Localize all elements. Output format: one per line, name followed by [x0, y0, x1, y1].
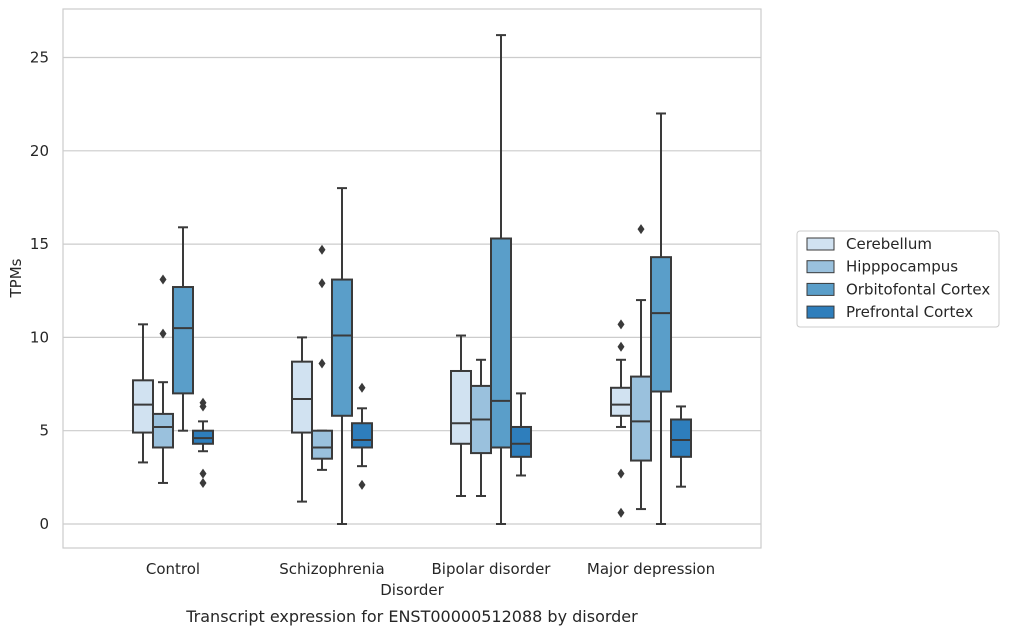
box-plot [132, 323, 154, 464]
iqr-box [490, 237, 512, 449]
legend-item: Cerebellum [806, 235, 932, 253]
iqr-box [152, 412, 174, 449]
legend-swatch [806, 282, 835, 296]
box-plot [630, 224, 652, 511]
iqr-box [331, 278, 353, 417]
outlier-point [617, 468, 625, 479]
series-orbitofontal-cortex [172, 34, 672, 525]
box-plot [172, 226, 194, 432]
outlier-point [199, 401, 207, 412]
x-tick-label: Schizophrenia [279, 560, 384, 578]
legend-item: Hipppocampus [806, 258, 958, 276]
y-tick-label: 10 [30, 328, 49, 346]
legend-label: Prefrontal Cortex [846, 303, 973, 321]
x-tick-label: Bipolar disorder [432, 560, 552, 578]
outlier-point [637, 224, 645, 235]
outlier-point [199, 477, 207, 488]
box-plot [351, 382, 373, 490]
plot-area-frame [62, 8, 762, 549]
y-tick-labels: 0 5 10 15 20 25 [30, 49, 49, 534]
y-tick-label: 5 [39, 422, 49, 440]
chart-caption: Transcript expression for ENST0000051208… [185, 607, 638, 626]
x-tick-labels: Control Schizophrenia Bipolar disorder Majo… [146, 560, 715, 578]
outlier-point [358, 479, 366, 490]
iqr-box [450, 369, 472, 445]
iqr-box [351, 422, 373, 449]
outlier-point [318, 278, 326, 289]
y-tick-label: 15 [30, 235, 49, 253]
outlier-point [318, 244, 326, 255]
legend-label: Cerebellum [846, 235, 932, 253]
legend-swatch [806, 305, 835, 319]
legend-item: Prefrontal Cortex [806, 303, 973, 321]
outlier-point [159, 328, 167, 339]
box-plot-series [132, 34, 692, 525]
x-axis-label: Disorder [380, 581, 444, 599]
iqr-box [670, 418, 692, 458]
box-plot [650, 112, 672, 525]
outlier-point [318, 358, 326, 369]
outlier-point [199, 468, 207, 479]
legend: Cerebellum Hipppocampus Orbitofontal Corte… [796, 230, 1000, 328]
iqr-box [311, 429, 333, 460]
outlier-point [159, 274, 167, 285]
box-plot [331, 187, 353, 525]
box-plot [152, 274, 174, 484]
legend-label: Orbitofontal Cortex [846, 280, 990, 298]
series-cerebellum [132, 319, 632, 518]
box-plot [490, 34, 512, 525]
box-plot [311, 244, 333, 471]
box-plot [291, 336, 313, 503]
iqr-box [291, 360, 313, 434]
y-tick-label: 20 [30, 142, 49, 160]
box-plot [450, 334, 472, 498]
box-plot [610, 319, 632, 518]
iqr-box [172, 286, 194, 395]
outlier-point [358, 382, 366, 393]
legend-swatch [806, 260, 835, 274]
outlier-point [617, 319, 625, 330]
iqr-box [610, 386, 632, 417]
box-plot [510, 392, 532, 477]
iqr-box [630, 375, 652, 462]
legend-frame [796, 230, 1000, 328]
outlier-point [617, 341, 625, 352]
iqr-box [650, 256, 672, 393]
y-tick-label: 0 [39, 515, 49, 533]
series-hipppocampus [152, 224, 652, 511]
legend-label: Hipppocampus [846, 258, 958, 276]
y-tick-label: 25 [30, 49, 49, 67]
outlier-point [617, 507, 625, 518]
legend-swatch [806, 237, 835, 251]
legend-item: Orbitofontal Cortex [806, 280, 990, 298]
box-plot [192, 397, 214, 488]
y-axis-label: TPMs [7, 258, 25, 298]
box-plot [470, 358, 492, 498]
iqr-box [510, 425, 532, 458]
x-tick-label: Control [146, 560, 200, 578]
series-prefrontal-cortex [192, 382, 692, 490]
legend-items: Cerebellum Hipppocampus Orbitofontal Corte… [806, 235, 990, 321]
iqr-box [132, 379, 154, 434]
box-plot [670, 405, 692, 488]
x-tick-label: Major depression [587, 560, 715, 578]
